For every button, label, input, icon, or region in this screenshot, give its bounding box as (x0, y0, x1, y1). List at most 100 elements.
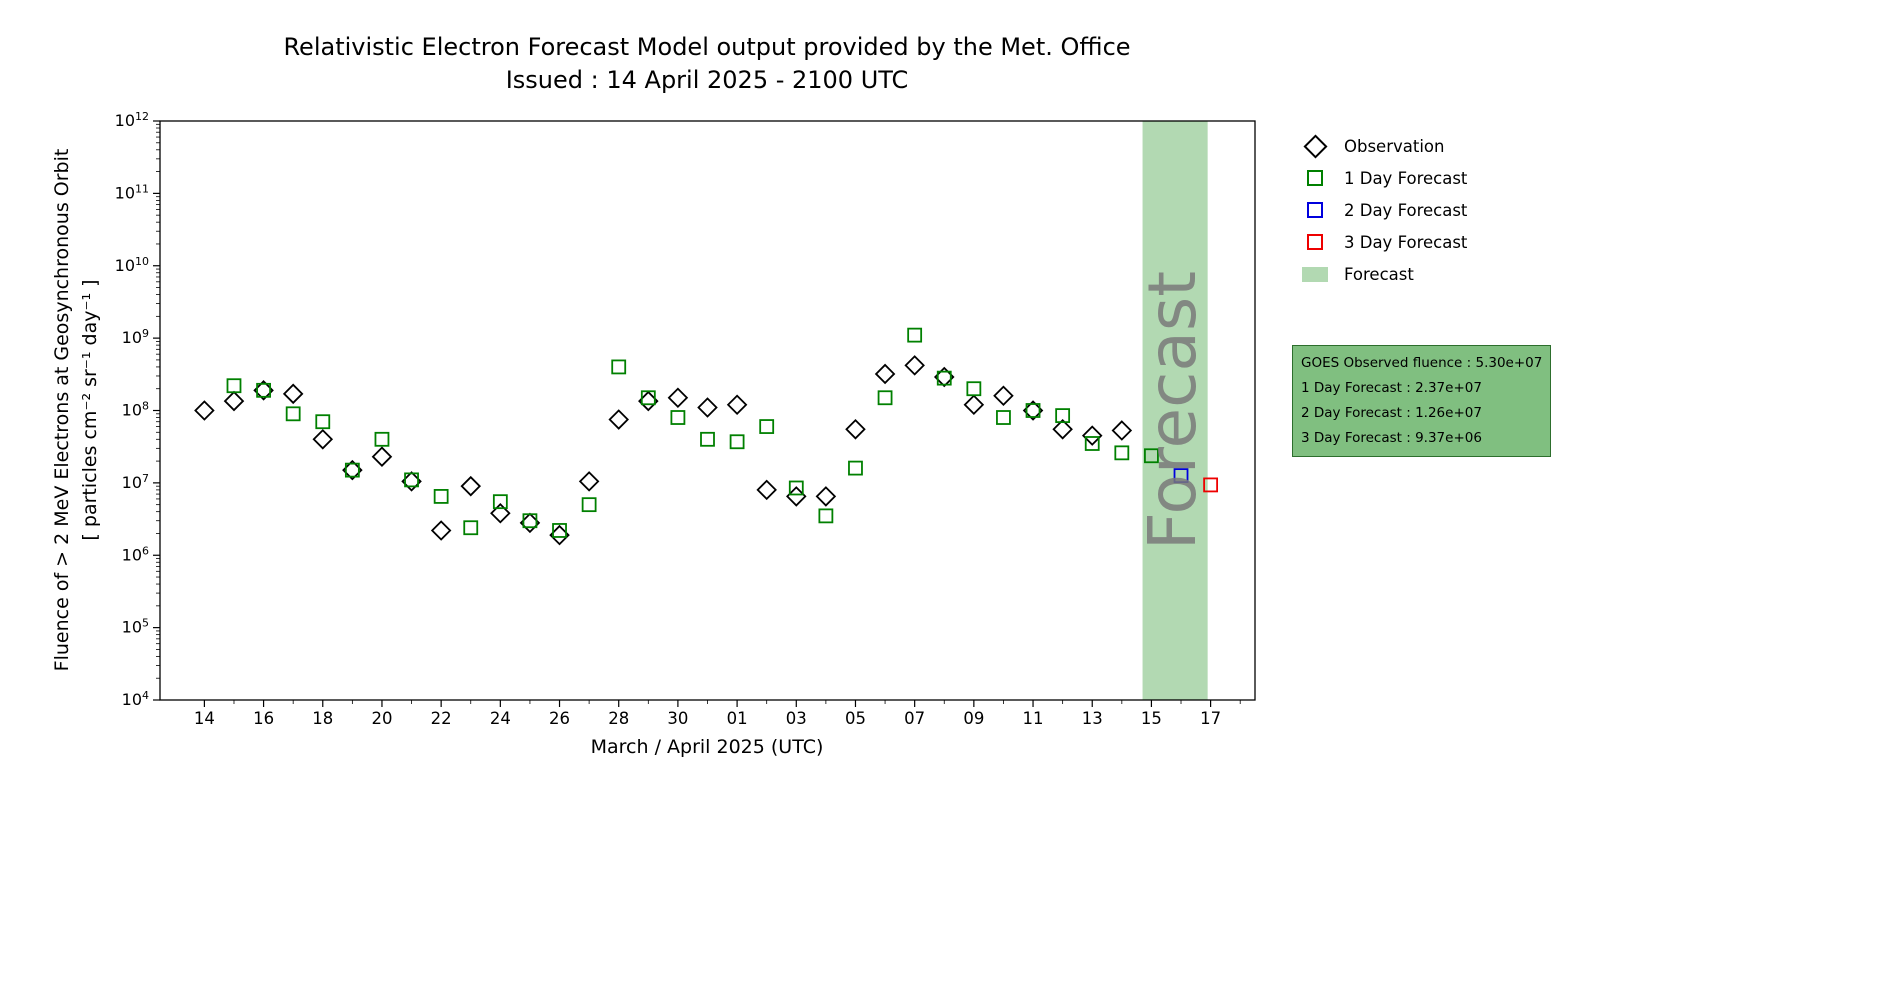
observation-marker (1052, 419, 1073, 440)
forecast-marker (729, 434, 745, 450)
forecast-marker (256, 382, 271, 398)
info-box-line: 2 Day Forecast : 1.26e+07 (1301, 405, 1482, 421)
x-tick-label: 13 (1082, 709, 1103, 728)
observation-marker (756, 479, 777, 501)
y-tick-label: 1012 (115, 110, 149, 130)
forecast-square-icon (1307, 202, 1323, 218)
x-tick-label: 24 (490, 709, 511, 728)
observation-diamond-icon (1302, 133, 1328, 159)
y-tick-label: 107 (122, 472, 149, 492)
forecast-marker (640, 390, 656, 406)
x-tick-label: 03 (786, 709, 807, 728)
forecast-marker (1144, 448, 1159, 464)
forecast-marker (1114, 445, 1130, 461)
forecast-marker (1084, 436, 1100, 451)
forecast-marker (315, 414, 331, 430)
forecast-marker (611, 359, 627, 375)
forecast-band (1142, 121, 1208, 700)
legend-item: Observation (1300, 130, 1467, 162)
observation-marker (963, 394, 985, 416)
x-tick-label: 17 (1200, 709, 1221, 728)
y-tick-label: 108 (122, 400, 149, 420)
forecast-marker (818, 508, 834, 524)
forecast-marker (404, 472, 419, 488)
observation-marker (608, 409, 629, 430)
forecast-marker (848, 460, 863, 476)
info-box-line: 1 Day Forecast : 2.37e+07 (1301, 380, 1482, 396)
x-tick-label: 05 (845, 709, 866, 728)
x-tick-label: 07 (904, 709, 925, 728)
y-tick-label: 109 (122, 327, 149, 347)
y-axis-label-line1: Fluence of > 2 MeV Electrons at Geosynch… (51, 149, 73, 672)
x-tick-label: 30 (667, 709, 688, 728)
forecast-band-patch-icon (1302, 266, 1328, 282)
forecast-marker (344, 462, 360, 478)
x-tick-label: 01 (727, 709, 748, 728)
observation-marker (874, 363, 896, 385)
observation-marker (194, 400, 215, 421)
legend-label: 1 Day Forecast (1344, 168, 1468, 188)
x-tick-label: 28 (608, 709, 629, 728)
forecast-band-label: Forecast (1134, 271, 1211, 550)
forecast-marker (463, 520, 479, 536)
forecast-marker (433, 489, 449, 504)
forecast-marker (522, 513, 538, 529)
observation-marker (1081, 425, 1103, 446)
legend-label: Observation (1344, 136, 1445, 156)
x-tick-label: 18 (312, 709, 333, 728)
forecast-marker (700, 431, 715, 447)
chart-subtitle: Issued : 14 April 2025 - 2100 UTC (505, 66, 909, 94)
observation-marker (904, 355, 925, 376)
x-tick-label: 14 (194, 709, 215, 728)
observation-marker (490, 503, 511, 524)
x-tick-label: 22 (431, 709, 452, 728)
info-box-line: 3 Day Forecast : 9.37e+06 (1301, 430, 1482, 446)
info-box-line: GOES Observed fluence : 5.30e+07 (1301, 355, 1543, 371)
forecast-marker (285, 406, 301, 422)
forecast-marker (492, 494, 508, 510)
x-tick-label: 15 (1141, 709, 1162, 728)
forecast-marker (788, 480, 804, 496)
chart-title: Relativistic Electron Forecast Model out… (283, 33, 1131, 61)
observation-marker (223, 390, 245, 412)
legend-item: 3 Day Forecast (1300, 226, 1467, 258)
legend-item: 2 Day Forecast (1300, 194, 1467, 226)
legend-label: 3 Day Forecast (1344, 232, 1468, 252)
observation-marker (312, 429, 334, 450)
x-tick-label: 09 (963, 709, 984, 728)
forecast-marker (1203, 477, 1219, 493)
forecast-marker (226, 378, 242, 394)
y-tick-label: 1010 (115, 255, 149, 275)
y-tick-label: 1011 (115, 182, 149, 202)
observation-marker (1111, 420, 1133, 441)
legend-label: 2 Day Forecast (1344, 200, 1468, 220)
observation-marker (993, 385, 1014, 406)
observation-marker (815, 486, 837, 507)
legend-label: Forecast (1344, 264, 1414, 284)
observation-marker (371, 446, 393, 467)
forecast-square-icon (1307, 170, 1323, 186)
legend-item: 1 Day Forecast (1300, 162, 1467, 194)
forecast-marker (1025, 403, 1041, 418)
plot-frame (159, 120, 1256, 701)
forecast-marker (759, 419, 775, 434)
x-tick-label: 20 (371, 709, 392, 728)
x-tick-label: 16 (253, 709, 274, 728)
y-axis-label-line2: [ particles cm⁻² sr⁻¹ day⁻¹ ] (79, 279, 101, 540)
plot-area: 104 105 106 107 108 109 1010 1011 1012 14 16 18 20 22… (115, 110, 1256, 728)
observation-marker (697, 397, 718, 418)
y-tick-label: 106 (122, 544, 149, 564)
observation-marker (845, 419, 866, 440)
forecast-marker (966, 381, 982, 397)
observation-marker (430, 520, 452, 541)
x-axis-label: March / April 2025 (UTC) (590, 736, 824, 758)
observation-marker (282, 383, 304, 405)
legend-item: Forecast (1300, 258, 1467, 290)
observation-marker (726, 394, 748, 416)
forecast-square-icon (1307, 234, 1323, 250)
forecast-marker (907, 327, 923, 343)
observation-marker (667, 387, 689, 409)
forecast-marker (996, 410, 1011, 425)
